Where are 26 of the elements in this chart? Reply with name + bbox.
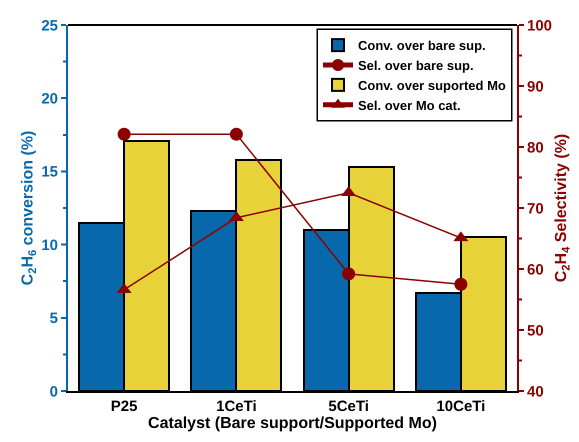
y-tick-label: 5 (50, 310, 58, 328)
legend-label: Conv. over bare sup. (358, 38, 486, 54)
y-tick-label: 0 (50, 383, 58, 400)
y2-tick-label: 40 (527, 383, 544, 400)
x-axis-title: Catalyst (Bare support/Supported Mo) (148, 415, 437, 432)
y2-tick-label: 50 (527, 322, 544, 340)
y2-tick-label: 90 (527, 78, 544, 96)
x-tick-label: P25 (110, 398, 138, 415)
y-tick-label: 15 (41, 164, 58, 181)
x-tick-label: 5CeTi (328, 398, 369, 415)
x-tick-label: 1CeTi (216, 398, 257, 415)
point (342, 267, 356, 280)
legend-label: Sel. over bare sup. (358, 58, 474, 74)
legend-label: Conv. over suported Mo (358, 78, 506, 93)
y-tick-label: 20 (41, 90, 58, 108)
point (230, 128, 243, 141)
y-tick-label: 10 (41, 236, 58, 254)
point (118, 128, 131, 141)
y-tick-label: 25 (41, 17, 58, 34)
y2-tick-label: 80 (527, 139, 544, 156)
y2-tick-label: 70 (527, 200, 544, 218)
x-tick-label: 10CeTi (436, 398, 486, 415)
legend-label: Sel. over Mo cat. (358, 98, 461, 113)
y2-tick-label: 60 (527, 261, 544, 278)
y2-tick-label: 100 (527, 17, 552, 34)
point (454, 278, 468, 291)
